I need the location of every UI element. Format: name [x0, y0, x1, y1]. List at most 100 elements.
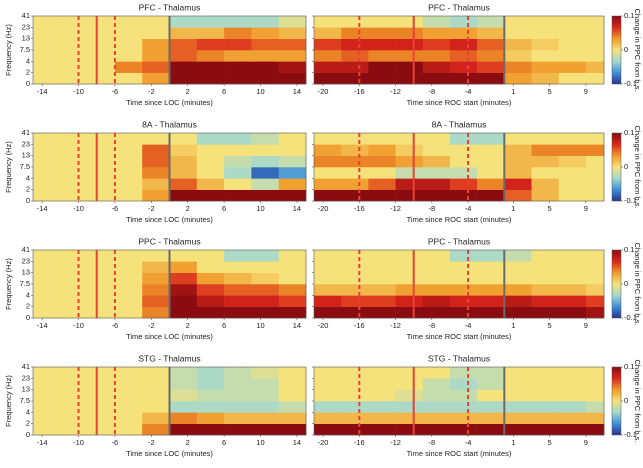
- x-axis-label: Time since ROC start (minutes): [407, 449, 512, 458]
- heatmap-cell: [449, 401, 478, 413]
- heatmap-cell: [585, 389, 605, 402]
- heatmap-cell: [224, 284, 252, 296]
- x-tick-label: -2: [148, 87, 155, 96]
- heatmap-cell: [531, 38, 559, 51]
- heatmap-cell: [477, 389, 505, 402]
- heatmap-cell: [278, 38, 307, 51]
- heatmap-cell: [504, 167, 532, 179]
- heatmap-cell: [449, 189, 478, 202]
- heatmap-cell: [114, 284, 143, 296]
- heatmap-cell: [585, 38, 605, 51]
- heatmap-cell: [114, 38, 143, 51]
- heatmap-cell: [449, 155, 478, 168]
- heatmap-cell: [251, 306, 279, 319]
- heatmap-cell: [196, 27, 225, 39]
- heatmap-cell: [504, 423, 532, 436]
- heatmap-cell: [251, 144, 279, 156]
- heatmap-cell: [585, 155, 605, 168]
- heatmap-cell: [368, 389, 396, 402]
- heatmap-cell: [504, 38, 532, 51]
- colorbar-tick-label: 0.1: [624, 245, 634, 254]
- heatmap-cell: [251, 133, 279, 145]
- heatmap-cell: [585, 178, 605, 190]
- heatmap-cell: [224, 295, 252, 307]
- heatmap-cell: [169, 72, 198, 85]
- heatmap-cell: [368, 155, 396, 168]
- heatmap-cell: [169, 412, 198, 424]
- heatmap-cell: [477, 378, 505, 390]
- heatmap-cell: [196, 61, 225, 73]
- heatmap-cell: [531, 167, 559, 179]
- heatmap-cell: [169, 295, 198, 307]
- heatmap-cell: [196, 72, 225, 85]
- heatmap-cell: [558, 16, 587, 28]
- heatmap-cell: [368, 378, 396, 390]
- x-tick-label: -20: [318, 87, 329, 96]
- heatmap-cell: [251, 284, 279, 296]
- x-tick-label: -14: [37, 87, 48, 96]
- heatmap-cell: [278, 133, 307, 145]
- heatmap-cell: [449, 27, 478, 39]
- heatmap-cell: [558, 261, 587, 273]
- heatmap-cell: [449, 72, 478, 85]
- heatmap-cell: [142, 284, 170, 296]
- colorbar-tick-label: -0.1: [624, 196, 637, 205]
- heatmap-cell: [477, 16, 505, 28]
- heatmap-cell: [531, 423, 559, 436]
- heatmap-cell: [585, 72, 605, 85]
- x-tick-label: 10: [256, 438, 264, 447]
- heatmap-cell: [341, 189, 369, 202]
- heatmap-cell: [314, 27, 342, 39]
- heatmap-cell: [196, 284, 225, 296]
- heatmap-cell: [504, 50, 532, 62]
- x-tick-label: 6: [222, 87, 226, 96]
- heatmap-cell: [449, 178, 478, 190]
- heatmap-cell: [314, 306, 342, 319]
- heatmap-cell: [142, 272, 170, 285]
- x-tick-label: -10: [73, 438, 84, 447]
- y-tick-label: 23: [22, 373, 30, 382]
- heatmap-cell: [585, 27, 605, 39]
- heatmap-cell: [33, 284, 61, 296]
- y-tick-label: 0: [26, 430, 30, 439]
- x-tick-label: 1: [511, 204, 515, 213]
- heatmap-cell: [314, 389, 342, 402]
- heatmap-cell: [33, 378, 61, 390]
- heatmap-cell: [314, 189, 342, 202]
- heatmap-cell: [531, 412, 559, 424]
- heatmap-cell: [422, 389, 451, 402]
- heatmap-cell: [422, 378, 451, 390]
- y-tick-label: 4: [26, 56, 30, 65]
- y-tick-label: 7.5: [20, 279, 30, 288]
- heatmap-cell: [87, 38, 116, 51]
- heatmap-cell: [314, 367, 342, 379]
- heatmap-cell: [114, 306, 143, 319]
- heatmap-cell: [142, 133, 170, 145]
- heatmap-cell: [341, 16, 369, 28]
- heatmap-cell: [422, 27, 451, 39]
- x-tick-label: 5: [548, 321, 552, 330]
- heatmap-cell: [60, 155, 88, 168]
- heatmap-cell: [558, 38, 587, 51]
- heatmap-cell: [585, 250, 605, 262]
- heatmap-cell: [477, 155, 505, 168]
- heatmap-cell: [196, 16, 225, 28]
- heatmap-cell: [558, 144, 587, 156]
- heatmap-cell: [585, 189, 605, 202]
- heatmap-cell: [224, 423, 252, 436]
- heatmap-cell: [87, 27, 116, 39]
- x-tick-label: -20: [318, 204, 329, 213]
- heatmap-cell: [251, 50, 279, 62]
- heatmap-cell: [341, 50, 369, 62]
- x-tick-label: -14: [37, 438, 48, 447]
- heatmap-cell: [314, 412, 342, 424]
- heatmap-cell: [477, 38, 505, 51]
- heatmap-cell: [196, 389, 225, 402]
- heatmap-cell: [585, 16, 605, 28]
- x-tick-label: -20: [318, 321, 329, 330]
- heatmap-cell: [531, 295, 559, 307]
- heatmap-cell: [504, 389, 532, 402]
- heatmap-cell: [449, 295, 478, 307]
- heatmap-cell: [278, 423, 307, 436]
- heatmap-cell: [87, 378, 116, 390]
